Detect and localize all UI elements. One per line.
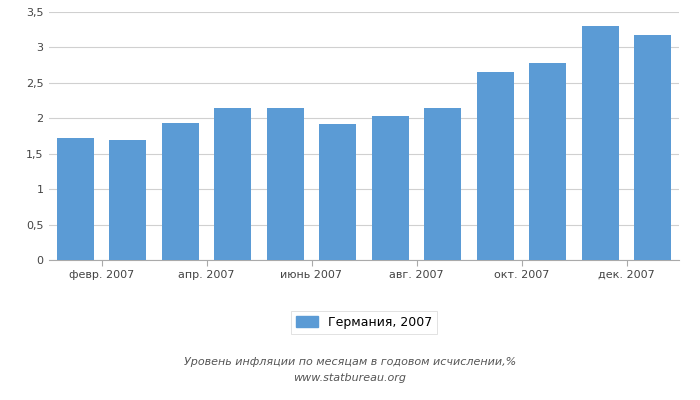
- Bar: [267, 108, 304, 260]
- Bar: [582, 26, 619, 260]
- Text: www.statbureau.org: www.statbureau.org: [293, 373, 407, 383]
- Bar: [162, 122, 199, 260]
- Bar: [214, 108, 251, 260]
- Bar: [57, 138, 94, 260]
- Bar: [424, 108, 461, 260]
- Bar: [529, 63, 566, 260]
- Bar: [477, 72, 514, 260]
- Bar: [109, 140, 146, 260]
- Bar: [319, 124, 356, 260]
- Text: Уровень инфляции по месяцам в годовом исчислении,%: Уровень инфляции по месяцам в годовом ис…: [184, 357, 516, 367]
- Bar: [634, 35, 671, 260]
- Legend: Германия, 2007: Германия, 2007: [290, 311, 438, 334]
- Bar: [372, 116, 409, 260]
